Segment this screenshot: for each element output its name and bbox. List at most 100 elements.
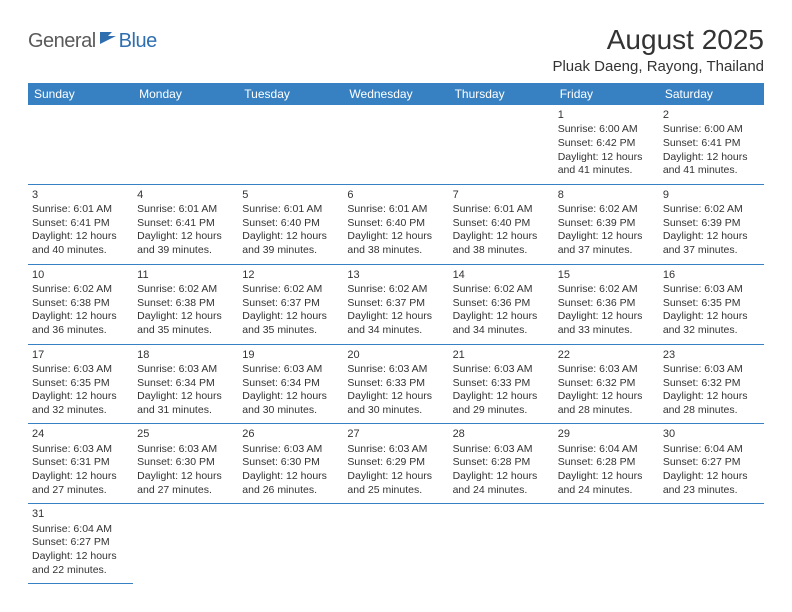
cell-line: Daylight: 12 hours [137, 230, 234, 244]
calendar-cell [659, 504, 764, 584]
day-number: 8 [558, 188, 655, 202]
day-number: 10 [32, 268, 129, 282]
cell-line: Sunrise: 6:01 AM [242, 203, 339, 217]
day-number: 19 [242, 348, 339, 362]
cell-line: Daylight: 12 hours [453, 230, 550, 244]
cell-line: and 38 minutes. [347, 244, 444, 258]
cell-line: Sunset: 6:34 PM [242, 377, 339, 391]
cell-line: and 27 minutes. [32, 484, 129, 498]
cell-line: Sunset: 6:33 PM [453, 377, 550, 391]
location: Pluak Daeng, Rayong, Thailand [552, 58, 764, 75]
calendar-cell [133, 504, 238, 584]
cell-line: Sunset: 6:30 PM [137, 456, 234, 470]
logo-text-general: General [28, 30, 96, 53]
calendar-cell: 26Sunrise: 6:03 AMSunset: 6:30 PMDayligh… [238, 424, 343, 504]
cell-line: Daylight: 12 hours [453, 310, 550, 324]
cell-line: Sunrise: 6:03 AM [242, 443, 339, 457]
cell-line: Daylight: 12 hours [137, 310, 234, 324]
cell-line: Daylight: 12 hours [453, 470, 550, 484]
cell-line: Sunset: 6:35 PM [663, 297, 760, 311]
cell-line: Sunset: 6:27 PM [32, 536, 129, 550]
calendar-cell: 20Sunrise: 6:03 AMSunset: 6:33 PMDayligh… [343, 344, 448, 424]
calendar-cell: 1Sunrise: 6:00 AMSunset: 6:42 PMDaylight… [554, 105, 659, 184]
calendar-cell: 14Sunrise: 6:02 AMSunset: 6:36 PMDayligh… [449, 264, 554, 344]
cell-line: Daylight: 12 hours [32, 390, 129, 404]
calendar-week: 3Sunrise: 6:01 AMSunset: 6:41 PMDaylight… [28, 184, 764, 264]
cell-line: and 35 minutes. [242, 324, 339, 338]
cell-line: Daylight: 12 hours [558, 151, 655, 165]
cell-line: and 41 minutes. [663, 164, 760, 178]
cell-line: and 40 minutes. [32, 244, 129, 258]
calendar-week: 10Sunrise: 6:02 AMSunset: 6:38 PMDayligh… [28, 264, 764, 344]
cell-line: Sunrise: 6:03 AM [137, 443, 234, 457]
cell-line: Sunset: 6:30 PM [242, 456, 339, 470]
month-title: August 2025 [552, 24, 764, 56]
cell-line: Sunrise: 6:01 AM [137, 203, 234, 217]
cell-line: Sunrise: 6:03 AM [558, 363, 655, 377]
day-number: 13 [347, 268, 444, 282]
calendar-cell [449, 105, 554, 184]
cell-line: Sunset: 6:35 PM [32, 377, 129, 391]
cell-line: Sunset: 6:38 PM [137, 297, 234, 311]
cell-line: Sunrise: 6:00 AM [558, 123, 655, 137]
calendar-table: SundayMondayTuesdayWednesdayThursdayFrid… [28, 83, 764, 584]
calendar-cell [238, 105, 343, 184]
calendar-cell [28, 105, 133, 184]
cell-line: Daylight: 12 hours [663, 230, 760, 244]
calendar-cell: 29Sunrise: 6:04 AMSunset: 6:28 PMDayligh… [554, 424, 659, 504]
cell-line: Sunrise: 6:03 AM [453, 443, 550, 457]
day-number: 12 [242, 268, 339, 282]
day-number: 7 [453, 188, 550, 202]
cell-line: and 31 minutes. [137, 404, 234, 418]
cell-line: and 34 minutes. [453, 324, 550, 338]
calendar-cell: 25Sunrise: 6:03 AMSunset: 6:30 PMDayligh… [133, 424, 238, 504]
cell-line: Sunset: 6:27 PM [663, 456, 760, 470]
flag-icon [99, 31, 117, 50]
cell-line: and 34 minutes. [347, 324, 444, 338]
cell-line: Sunrise: 6:03 AM [453, 363, 550, 377]
cell-line: and 29 minutes. [453, 404, 550, 418]
cell-line: and 24 minutes. [558, 484, 655, 498]
calendar-cell: 24Sunrise: 6:03 AMSunset: 6:31 PMDayligh… [28, 424, 133, 504]
day-number: 30 [663, 427, 760, 441]
calendar-cell: 21Sunrise: 6:03 AMSunset: 6:33 PMDayligh… [449, 344, 554, 424]
cell-line: Daylight: 12 hours [347, 230, 444, 244]
calendar-cell: 6Sunrise: 6:01 AMSunset: 6:40 PMDaylight… [343, 184, 448, 264]
calendar-cell: 30Sunrise: 6:04 AMSunset: 6:27 PMDayligh… [659, 424, 764, 504]
day-number: 5 [242, 188, 339, 202]
calendar-cell [343, 504, 448, 584]
cell-line: Sunset: 6:37 PM [242, 297, 339, 311]
cell-line: Sunset: 6:28 PM [453, 456, 550, 470]
calendar-cell [133, 105, 238, 184]
cell-line: Sunrise: 6:01 AM [347, 203, 444, 217]
cell-line: Daylight: 12 hours [32, 470, 129, 484]
day-number: 18 [137, 348, 234, 362]
cell-line: Sunset: 6:36 PM [558, 297, 655, 311]
day-number: 4 [137, 188, 234, 202]
day-header: Monday [133, 83, 238, 105]
cell-line: and 39 minutes. [137, 244, 234, 258]
calendar-cell: 27Sunrise: 6:03 AMSunset: 6:29 PMDayligh… [343, 424, 448, 504]
day-header: Thursday [449, 83, 554, 105]
header: General Blue August 2025 Pluak Daeng, Ra… [28, 24, 764, 75]
cell-line: Sunrise: 6:02 AM [453, 283, 550, 297]
cell-line: Daylight: 12 hours [663, 151, 760, 165]
cell-line: and 28 minutes. [663, 404, 760, 418]
day-number: 20 [347, 348, 444, 362]
cell-line: Sunrise: 6:03 AM [242, 363, 339, 377]
day-number: 9 [663, 188, 760, 202]
cell-line: and 37 minutes. [558, 244, 655, 258]
day-number: 23 [663, 348, 760, 362]
cell-line: Daylight: 12 hours [32, 310, 129, 324]
day-number: 3 [32, 188, 129, 202]
day-number: 27 [347, 427, 444, 441]
logo-text-blue: Blue [119, 30, 157, 53]
cell-line: Sunset: 6:40 PM [242, 217, 339, 231]
cell-line: Sunrise: 6:02 AM [137, 283, 234, 297]
cell-line: Sunrise: 6:03 AM [32, 363, 129, 377]
cell-line: Daylight: 12 hours [347, 470, 444, 484]
title-block: August 2025 Pluak Daeng, Rayong, Thailan… [552, 24, 764, 75]
cell-line: Daylight: 12 hours [663, 470, 760, 484]
cell-line: Sunset: 6:34 PM [137, 377, 234, 391]
calendar-head: SundayMondayTuesdayWednesdayThursdayFrid… [28, 83, 764, 105]
